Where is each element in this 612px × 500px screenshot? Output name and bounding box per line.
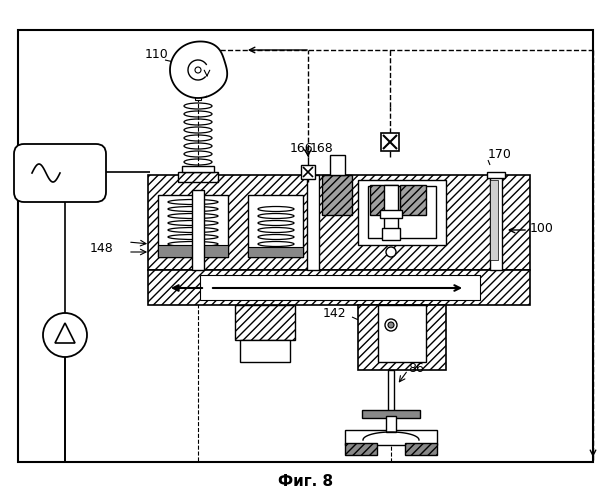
Bar (345, 443, 377, 455)
Bar (200, 275, 480, 300)
Bar (248, 195, 303, 257)
Bar (380, 210, 402, 218)
Bar (178, 172, 218, 182)
Bar (490, 175, 502, 270)
Text: 142: 142 (323, 307, 346, 320)
Bar (158, 245, 228, 257)
FancyBboxPatch shape (14, 144, 106, 202)
Bar (195, 68, 201, 100)
Bar (158, 195, 228, 257)
Bar (382, 228, 400, 240)
Bar (322, 175, 352, 215)
Bar (192, 190, 204, 270)
Bar (388, 370, 394, 432)
Bar (301, 165, 315, 179)
Text: 166: 166 (290, 142, 313, 155)
Bar (490, 180, 498, 260)
Text: 86: 86 (408, 362, 424, 375)
Text: 170: 170 (488, 148, 512, 161)
Circle shape (195, 67, 201, 73)
Bar (400, 185, 426, 215)
Text: 110: 110 (145, 48, 169, 61)
Circle shape (43, 313, 87, 357)
Bar (381, 133, 399, 151)
Bar (182, 166, 214, 172)
Bar (384, 185, 398, 230)
Bar (240, 340, 290, 362)
Text: 100: 100 (530, 222, 554, 235)
Bar (248, 247, 303, 257)
Bar (368, 186, 436, 238)
Bar (330, 155, 345, 175)
Bar (487, 172, 505, 178)
Bar (405, 443, 437, 455)
Text: 148: 148 (90, 242, 114, 255)
Polygon shape (170, 42, 227, 98)
Bar (362, 410, 420, 418)
Text: 168: 168 (310, 142, 334, 155)
Bar (370, 185, 398, 215)
Text: Фиг. 8: Фиг. 8 (278, 474, 334, 490)
Circle shape (385, 319, 397, 331)
Bar (148, 175, 530, 270)
Bar (18, 30, 593, 462)
Bar (148, 270, 530, 305)
Bar (386, 416, 396, 432)
Bar (358, 180, 446, 245)
Bar (235, 305, 295, 340)
Circle shape (386, 247, 396, 257)
Bar (378, 305, 426, 362)
Circle shape (388, 322, 394, 328)
Bar (345, 430, 437, 445)
Bar (307, 175, 319, 270)
Bar (358, 305, 446, 370)
